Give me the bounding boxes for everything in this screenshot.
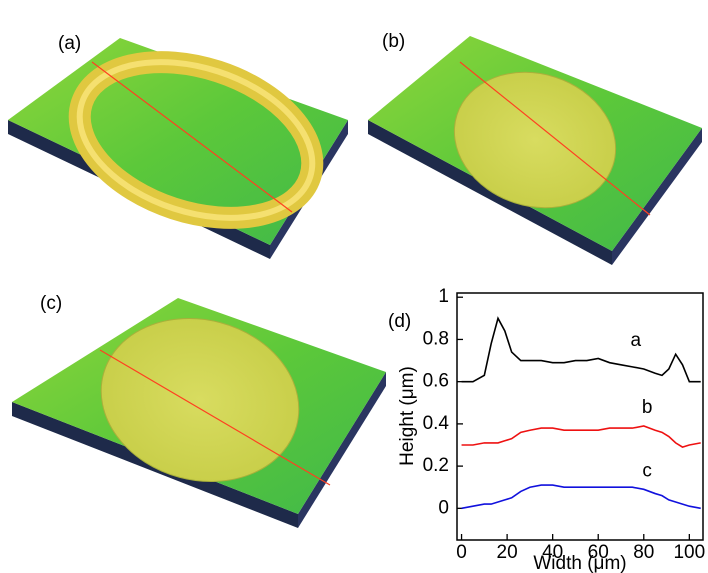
x-tick-label: 40 — [542, 542, 563, 563]
y-tick-label: 0.2 — [423, 455, 449, 476]
panel-label: (c) — [40, 293, 62, 314]
afm-image-b — [368, 36, 702, 265]
x-tick-label: 20 — [497, 542, 518, 563]
y-tick-label: 1 — [438, 286, 449, 307]
afm-image-c — [12, 297, 386, 528]
figure: (a) (b) (c) (d) Width (μm) Height (μm) 0… — [0, 0, 708, 573]
y-tick-label: 0.8 — [423, 328, 449, 349]
series-label: b — [642, 397, 653, 418]
y-tick-label: 0 — [438, 497, 449, 518]
data-line — [462, 426, 701, 447]
panel-label: (a) — [58, 33, 81, 54]
data-line — [462, 318, 701, 381]
x-tick-label: 100 — [673, 542, 705, 563]
x-tick-label: 60 — [588, 542, 609, 563]
page: (a) (b) (c) (d) Width (μm) Height (μm) 0… — [0, 0, 708, 573]
series-label: a — [630, 330, 641, 351]
y-tick-label: 0.4 — [423, 413, 450, 434]
data-line — [462, 485, 701, 508]
y-tick-label: 0.6 — [423, 371, 449, 392]
panel-label: (d) — [388, 311, 411, 332]
series-label: c — [642, 461, 652, 482]
panel-label: (b) — [382, 31, 405, 52]
afm-image-a — [8, 34, 348, 259]
x-tick-label: 80 — [633, 542, 654, 563]
x-tick-label: 0 — [456, 542, 467, 563]
y-axis-label: Height (μm) — [397, 366, 418, 466]
